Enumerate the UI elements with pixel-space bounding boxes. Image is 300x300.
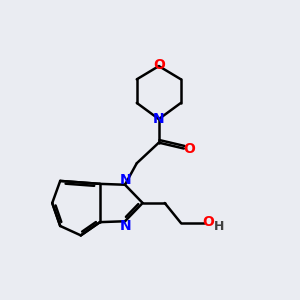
Text: N: N — [120, 173, 131, 187]
Text: O: O — [153, 58, 165, 72]
Text: O: O — [183, 142, 195, 155]
Text: O: O — [202, 215, 214, 230]
Text: N: N — [120, 219, 131, 233]
Text: N: N — [153, 112, 165, 126]
Text: H: H — [214, 220, 224, 233]
